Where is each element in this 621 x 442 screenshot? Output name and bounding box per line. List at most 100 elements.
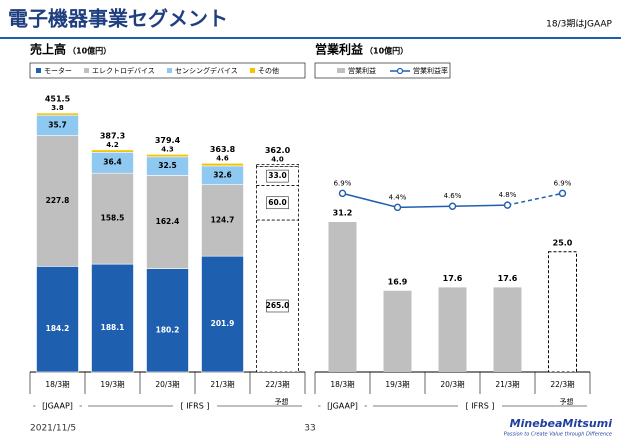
value-label: 32.6 xyxy=(213,170,232,179)
group-label-bg xyxy=(35,400,80,412)
value-label: 4.2 xyxy=(106,141,119,149)
margin-line xyxy=(342,192,508,209)
value-label: 184.2 xyxy=(46,324,70,333)
group-label-bg xyxy=(458,400,502,412)
margin-line-forecast xyxy=(507,192,563,206)
value-label: 4.6 xyxy=(216,154,229,162)
legend-label: センシングデバイス xyxy=(175,66,238,75)
total-label: 379.4 xyxy=(155,136,181,145)
value-label: 33.0 xyxy=(268,171,287,180)
bar xyxy=(383,290,412,372)
bar-segment xyxy=(201,163,244,167)
x-tick-label: 20/3期 xyxy=(440,380,464,389)
x-tick-label: 21/3期 xyxy=(495,380,519,389)
group-label: [JGAAP] xyxy=(42,402,73,411)
category-note: 予想 xyxy=(275,397,289,406)
x-tick-label: 19/3期 xyxy=(385,380,409,389)
value-label: 180.2 xyxy=(156,325,180,334)
x-tick-label: 22/3期 xyxy=(265,380,289,389)
bar-segment xyxy=(91,149,134,153)
chart-unit: （10億円） xyxy=(365,46,408,56)
legend-box xyxy=(314,62,451,79)
value-label: 188.1 xyxy=(101,323,125,332)
x-tick-label: 22/3期 xyxy=(550,380,574,389)
value-label: 16.9 xyxy=(388,277,408,286)
date: 2021/11/5 xyxy=(30,424,76,434)
group-label: [ IFRS ] xyxy=(466,402,495,411)
label-bg xyxy=(266,169,289,183)
value-label: 4.0 xyxy=(271,155,284,163)
legend-swatch xyxy=(84,68,89,73)
chart-unit: （10億円） xyxy=(68,46,111,56)
value-label: 3.8 xyxy=(51,104,64,112)
bar-segment xyxy=(201,184,244,257)
margin-point xyxy=(393,203,402,212)
legend-swatch xyxy=(36,68,41,73)
value-label: 124.7 xyxy=(211,215,235,224)
group-label-bg xyxy=(173,400,217,412)
bar xyxy=(328,222,357,372)
value-label: 4.3 xyxy=(161,145,174,153)
total-label: 451.5 xyxy=(45,95,71,104)
bar-segment xyxy=(36,112,79,116)
value-label: 35.7 xyxy=(48,120,67,129)
bar-segment xyxy=(91,172,134,265)
margin-point xyxy=(503,201,512,209)
legend-swatch xyxy=(337,68,345,73)
group-label: [ IFRS ] xyxy=(181,402,210,411)
value-label: 31.2 xyxy=(333,209,353,218)
legend-label: その他 xyxy=(258,66,279,75)
bar-segment xyxy=(146,154,189,158)
group-label-bg xyxy=(320,400,365,412)
group-label: [JGAAP] xyxy=(327,402,358,411)
total-label: 362.0 xyxy=(265,146,291,155)
page-number: 33 xyxy=(304,424,315,434)
value-label: 4.8% xyxy=(499,191,517,199)
legend-label: エレクトロデバイス xyxy=(92,66,155,75)
value-label: 25.0 xyxy=(553,238,573,247)
value-label: 4.4% xyxy=(389,193,407,201)
legend-label: モーター xyxy=(44,66,72,75)
bar-segment xyxy=(91,263,134,373)
value-label: 17.6 xyxy=(498,274,518,283)
legend-label: 営業利益率 xyxy=(413,66,448,75)
bar-segment xyxy=(36,135,79,267)
legend-swatch xyxy=(250,68,255,73)
header-note: 18/3期はJGAAP xyxy=(546,19,612,30)
value-label: 201.9 xyxy=(211,319,235,328)
category-note: 予想 xyxy=(560,397,574,406)
x-tick-label: 18/3期 xyxy=(330,380,354,389)
bar-segment xyxy=(256,219,299,373)
chart-title: 売上高 xyxy=(30,42,66,57)
total-label: 387.3 xyxy=(100,131,125,140)
legend-swatch xyxy=(167,68,172,73)
value-label: 158.5 xyxy=(101,214,125,223)
slide-title: 電子機器事業セグメント xyxy=(8,7,228,31)
bar-segment xyxy=(146,268,189,373)
margin-point xyxy=(558,189,567,198)
bar xyxy=(438,287,467,372)
x-tick-label: 18/3期 xyxy=(45,380,69,389)
value-label: 162.4 xyxy=(156,217,180,226)
x-tick-label: 20/3期 xyxy=(155,380,179,389)
label-bg xyxy=(266,196,289,210)
bar xyxy=(493,287,522,372)
margin-point xyxy=(338,189,347,198)
total-label: 363.8 xyxy=(210,145,236,154)
bar xyxy=(548,251,577,373)
value-label: 6.9% xyxy=(334,179,352,187)
legend-label: 営業利益 xyxy=(348,66,376,75)
value-label: 6.9% xyxy=(554,179,572,187)
legend-marker xyxy=(396,67,404,75)
bar-segment xyxy=(256,163,299,168)
value-label: 36.4 xyxy=(103,158,122,167)
value-label: 227.8 xyxy=(46,196,70,205)
logo-tagline: Passion to Create Value through Differen… xyxy=(504,432,612,438)
chart-title: 営業利益 xyxy=(315,42,363,57)
value-label: 60.0 xyxy=(268,198,287,207)
value-label: 32.5 xyxy=(158,161,177,170)
margin-point xyxy=(448,202,457,210)
value-label: 4.6% xyxy=(444,192,462,200)
value-label: 265.0 xyxy=(266,301,290,310)
